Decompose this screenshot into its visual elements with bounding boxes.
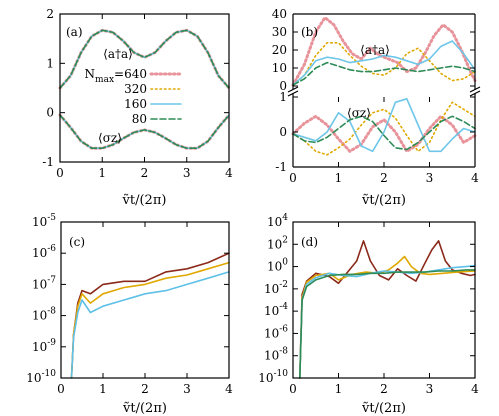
panel-a-series-80-adag (59, 29, 230, 89)
panel-b-upper-series-160 (292, 40, 476, 86)
panel-d-ytick-label: 100 (267, 258, 288, 274)
panel-c-xtick-label: 4 (225, 382, 233, 396)
panel-b-xtick-label: 0 (289, 171, 297, 185)
panel-b-upper-ytick-label: 20 (272, 43, 287, 57)
panel-c-xtick-label: 2 (141, 382, 149, 396)
panel-a-xtick-label: 2 (141, 166, 149, 180)
panel-b-upper-series-320 (292, 42, 476, 86)
panel-b-lower-series-640 (291, 114, 477, 153)
panel-d-series-640-80 (299, 240, 476, 379)
panel-d-xtick-label: 2 (380, 382, 388, 396)
panel-d-label: (d) (301, 235, 318, 249)
panel-b-upper-ytick-label: 40 (272, 7, 287, 21)
panel-a-ytick-label: 2 (46, 7, 54, 21)
panel-a-xtick-label: 3 (183, 166, 191, 180)
panel-d-ytick-label: 10-10 (258, 369, 288, 385)
panel-d-ytick-label: 10-6 (264, 324, 288, 340)
panel-a-xtick-label: 1 (98, 166, 106, 180)
panel-a-xtick-label: 4 (225, 166, 233, 180)
panel-a-legend-label-80: 80 (132, 112, 147, 126)
panel-c-label: (c) (69, 235, 85, 249)
panel-d-ytick-label: 10-4 (264, 302, 288, 318)
panel-d-ytick-label: 102 (267, 235, 288, 251)
panel-c-series-320-80 (70, 261, 230, 379)
panel-c-series-640-80 (70, 252, 230, 379)
panel-c-series-160-80 (70, 271, 230, 379)
panel-c-ytick-label: 10-6 (32, 244, 56, 260)
panel-d-xtick-label: 4 (471, 382, 479, 396)
panel-b-annotation-sigz: ⟨σz⟩ (347, 106, 371, 120)
panel-b-lower-series-320 (292, 101, 476, 156)
panel-b-axis-break-mark (287, 86, 299, 93)
panel-b-xtick-label: 3 (426, 171, 434, 185)
panel-b-xtick-label: 4 (471, 171, 479, 185)
panel-a-ytick-label: 1 (46, 56, 54, 70)
panel-a-legend-prefix: Nmax=640 (85, 67, 147, 85)
panel-b-xtick-label: 2 (380, 171, 388, 185)
panel-c: 0 1 2 3 4 10-10 10-9 10-8 10-7 10-6 10-5 (c) ṽt/(2π) (26, 213, 233, 416)
panel-a-legend-label-160: 160 (124, 97, 147, 111)
panel-b-lower-ytick-label: 0 (279, 125, 287, 139)
panel-c-ytick-label: 10-8 (32, 307, 56, 323)
panel-d-xtick-label: 0 (289, 382, 297, 396)
panel-d-xlabel: ṽt/(2π) (361, 401, 406, 416)
panel-b-xtick-label: 1 (335, 171, 343, 185)
panel-b-label: (b) (301, 25, 318, 39)
panel-b-lower-series-80 (292, 115, 476, 151)
panel-c-frame (60, 221, 230, 379)
panel-b-xlabel: ṽt/(2π) (361, 193, 406, 208)
panel-c-ytick-label: 10-9 (32, 338, 56, 354)
panel-b-lower-ytick-label: -1 (275, 160, 287, 174)
panel-a-xtick-label: 0 (56, 166, 64, 180)
panel-d-ytick-label: 10-8 (264, 347, 288, 363)
panel-b-axis-break-mark (287, 90, 299, 97)
panel-a-label: (a) (66, 25, 83, 39)
panel-d-ytick-label: 104 (267, 213, 288, 229)
panel-b-annotation-adag: ⟨a†a⟩ (360, 43, 390, 57)
panel-d-xtick-label: 3 (426, 382, 434, 396)
panel-b-upper-ytick-label: 10 (272, 61, 287, 75)
panel-b-upper-series-80 (292, 61, 476, 86)
panel-b-lower-ytick-label: 1 (279, 90, 287, 104)
panel-c-ytick-label: 10-10 (26, 369, 56, 385)
panel-b-lower-series-160 (292, 98, 476, 153)
panel-c-xlabel: ṽt/(2π) (122, 401, 167, 416)
panel-a-xlabel: ṽt/(2π) (122, 193, 167, 208)
panel-b-upper-series-640 (291, 16, 477, 87)
panel-d-series-160-80 (299, 264, 476, 379)
panel-a-annotation-adag: ⟨a†a⟩ (103, 47, 133, 61)
panel-b-upper-ytick-label: 0 (279, 79, 287, 93)
panel-a-series-80-sigz (59, 114, 230, 149)
panel-a-legend-label-320: 320 (124, 82, 147, 96)
panel-d: 0 1 2 3 4 10-10 10-8 10-6 10-4 10-2 100 102 104 (d) ṽt… (258, 213, 479, 416)
panel-d-ytick-label: 10-2 (264, 280, 288, 296)
panel-b-upper-ytick-label: 30 (272, 25, 287, 39)
panel-b-axis-break-mark (469, 90, 481, 97)
panel-a: 0 1 2 3 4-1012(a)⟨a†a⟩⟨σz⟩Nmax=64032016080ṽt… (42, 7, 233, 208)
panel-c-ytick-label: 10-5 (32, 213, 56, 229)
panel-a-ytick-label: 0 (46, 106, 54, 120)
panel-c-xtick-label: 1 (99, 382, 107, 396)
panel-a-ytick-label: -1 (42, 155, 54, 169)
panel-c-xtick-label: 3 (183, 382, 191, 396)
panel-a-annotation-sigz: ⟨σz⟩ (98, 131, 122, 145)
panel-d-xtick-label: 1 (335, 382, 343, 396)
panel-d-series-80 (299, 269, 476, 379)
panel-b-axis-break-mark (469, 86, 481, 93)
panel-c-ytick-label: 10-7 (32, 275, 56, 291)
panel-c-xtick-label: 0 (57, 382, 65, 396)
panel-d-frame (292, 221, 476, 379)
